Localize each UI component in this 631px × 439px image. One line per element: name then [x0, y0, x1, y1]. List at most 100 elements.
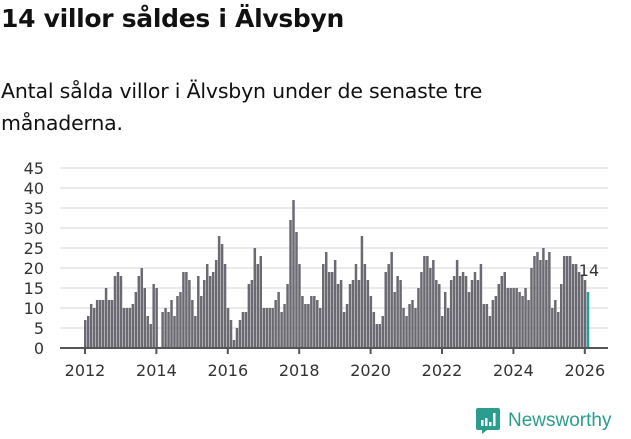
- bar: [205, 264, 209, 348]
- bar: [482, 304, 486, 348]
- bar: [316, 300, 319, 348]
- bar: [256, 264, 260, 348]
- x-tick-label: 2012: [65, 361, 106, 380]
- bar: [542, 248, 545, 348]
- bar: [512, 288, 515, 348]
- bar: [128, 308, 132, 348]
- bar: [298, 264, 301, 348]
- bar: [509, 288, 512, 348]
- bar: [307, 304, 310, 348]
- bar: [134, 292, 138, 348]
- bar: [125, 308, 129, 348]
- bar: [491, 300, 495, 348]
- bar: [262, 308, 265, 348]
- bar: [301, 296, 304, 348]
- bar: [286, 284, 289, 348]
- bar: [137, 276, 141, 348]
- bar: [173, 316, 176, 348]
- bar: [557, 312, 560, 348]
- bar: [408, 304, 411, 348]
- bar: [191, 300, 194, 348]
- bar: [551, 308, 554, 348]
- bar: [223, 264, 227, 348]
- bar: [208, 276, 212, 348]
- bar: [176, 296, 179, 348]
- bar: [488, 316, 492, 348]
- bar: [539, 260, 542, 348]
- y-tick-label: 35: [24, 199, 44, 218]
- bar: [583, 280, 587, 348]
- y-tick-label: 40: [24, 179, 44, 198]
- bar: [351, 280, 355, 348]
- bar: [518, 292, 521, 348]
- bar: [348, 284, 352, 348]
- bar: [277, 292, 280, 348]
- bar: [432, 260, 435, 348]
- bar: [372, 312, 376, 348]
- bar: [324, 252, 328, 348]
- bar: [560, 284, 563, 348]
- bar: [253, 248, 257, 348]
- bar: [441, 316, 444, 348]
- chart-title: 14 villor såldes i Älvsbyn: [1, 4, 345, 33]
- bar: [155, 288, 158, 348]
- bar: [327, 272, 331, 348]
- bar: [214, 260, 218, 348]
- bar: [503, 272, 506, 348]
- bars: [84, 200, 590, 348]
- bar: [241, 312, 245, 348]
- bar: [146, 316, 149, 348]
- y-tick-label: 45: [24, 159, 44, 178]
- bar: [149, 324, 152, 348]
- bar: [464, 276, 468, 348]
- bar: [452, 276, 456, 348]
- x-tick-label: 2026: [564, 361, 605, 380]
- bar: [500, 276, 503, 348]
- bar: [554, 300, 557, 348]
- bar: [229, 320, 233, 348]
- bar: [423, 256, 426, 348]
- bar: [536, 252, 539, 348]
- bar: [426, 256, 429, 348]
- bar: [524, 288, 527, 348]
- bar: [140, 268, 144, 348]
- y-tick-label: 30: [24, 219, 44, 238]
- bar: [417, 288, 420, 348]
- bar: [473, 272, 477, 348]
- bar: [366, 280, 370, 348]
- bar: [330, 272, 334, 348]
- bar: [226, 308, 230, 348]
- bar: [494, 296, 498, 348]
- bar: [369, 296, 373, 348]
- bar: [574, 264, 578, 348]
- brand-name: Newsworthy: [508, 410, 612, 431]
- bar: [342, 312, 346, 348]
- bar: [217, 236, 221, 348]
- bar: [455, 260, 459, 348]
- bar: [268, 308, 271, 348]
- bar: [515, 288, 518, 348]
- bar: [84, 320, 87, 348]
- bar: [161, 312, 164, 348]
- bar: [390, 252, 393, 348]
- bar: [411, 300, 414, 348]
- bar: [399, 280, 402, 348]
- bar: [497, 284, 501, 348]
- bar: [322, 264, 325, 348]
- bar: [548, 252, 551, 348]
- bar: [533, 256, 536, 348]
- last-value-annotation: 14: [579, 261, 599, 280]
- bar: [313, 296, 316, 348]
- bar: [387, 264, 390, 348]
- bar: [446, 308, 450, 348]
- bar: [116, 272, 120, 348]
- bar: [182, 272, 185, 348]
- bar: [98, 300, 102, 348]
- bar: [435, 280, 438, 348]
- bar: [521, 296, 524, 348]
- bar: [565, 256, 569, 348]
- bar: [577, 272, 581, 348]
- bar: [438, 284, 441, 348]
